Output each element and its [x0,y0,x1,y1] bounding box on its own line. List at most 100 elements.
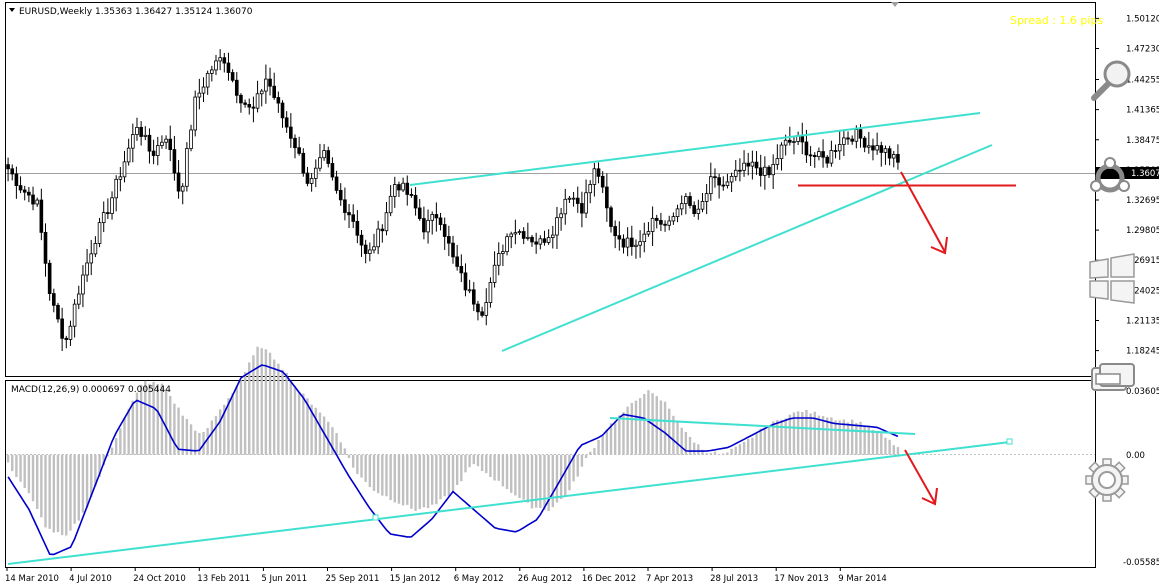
candle [846,131,850,145]
dropdown-triangle-icon[interactable] [9,8,15,12]
candle [172,135,177,181]
macd-bar [114,438,118,455]
macd-bar [164,390,168,455]
price-tick-label: 1.29805 [1126,226,1159,236]
macd-bar [493,454,496,481]
time-tick-label: 7 Apr 2013 [646,574,693,584]
candle [322,144,326,161]
macd-bar [692,442,696,455]
time-tick-label: 17 Nov 2013 [774,574,828,584]
candle [546,229,551,245]
macd-bar [834,420,837,455]
macd-bar [759,428,762,455]
candle [309,173,314,192]
candle [355,210,360,244]
candle [650,206,655,247]
candle [825,155,830,168]
macd-bar [235,386,238,455]
upper-trendline[interactable] [409,112,981,186]
trendline-anchor-right[interactable] [1006,438,1013,445]
candle [542,230,547,246]
macd-bar [285,372,288,455]
macd-bar [813,411,816,455]
candle [143,126,148,141]
macd-bar [618,415,621,455]
macd-bar [401,454,405,506]
macd-bar [360,454,363,478]
search-icon[interactable] [1091,60,1131,101]
trendline-anchor-left[interactable] [372,514,379,521]
candle [879,141,884,167]
macd-upper-trendline[interactable] [609,417,916,435]
macd-bar [393,454,396,503]
candle [571,192,576,207]
macd-bar [842,419,846,455]
down-arrow-macd[interactable] [904,449,936,504]
macd-bar [688,436,692,455]
candle [243,99,247,108]
candle [530,234,534,247]
candle [738,158,742,182]
candle [750,150,755,180]
down-arrow-main[interactable] [900,171,946,253]
macd-bar [821,416,825,455]
candle [675,204,680,223]
macd-bar [364,454,367,482]
macd-tick-top: 0.03605 [1126,387,1159,397]
macd-bar [356,454,359,475]
macd-bar [406,454,409,505]
crosshair-icon[interactable] [1090,157,1130,193]
candle [60,307,64,352]
macd-bar [480,454,484,472]
macd-bar [35,454,39,510]
macd-bar [609,423,613,455]
macd-bar [193,430,197,455]
macd-bar [418,454,421,509]
candle [496,242,501,276]
macd-bar [181,415,184,455]
macd-label: MACD(12,26,9) 0.000697 0.005444 [11,385,171,395]
candle [239,93,243,113]
folder-icon[interactable] [1091,363,1135,391]
macd-bar [771,421,775,455]
macd-bar [738,444,742,455]
macd-bar [580,454,584,467]
candle [484,288,489,326]
candle [351,204,356,228]
macd-bar [214,416,218,455]
macd-bar [668,408,671,455]
windows-icon[interactable] [1089,253,1135,304]
gear-icon[interactable] [1085,458,1129,502]
macd-bar [672,415,675,455]
candle [210,65,214,82]
candle [725,173,730,189]
macd-bar [555,454,559,503]
candle [488,277,493,308]
macd-bar [468,454,471,468]
candle [226,52,231,81]
candle [14,166,19,199]
candle [301,148,306,177]
macd-bar [443,454,446,497]
lower-trendline[interactable] [501,144,993,352]
scroll-marker[interactable] [891,2,899,7]
macd-lower-trendline[interactable] [7,441,1011,565]
candle [729,172,734,193]
candle [43,223,48,277]
candle [101,201,106,233]
macd-bar [277,363,280,455]
macd-bar [23,454,26,488]
candle [671,212,676,225]
candle [763,156,767,190]
macd-bar [90,454,93,497]
candle [422,206,426,240]
macd-bar [431,454,434,505]
candle [709,162,713,201]
macd-bar [709,453,713,455]
macd-bar [252,355,255,455]
candle [338,183,343,206]
macd-bar [776,420,779,455]
macd-bar [638,398,642,455]
time-tick-label: 28 Jul 2013 [710,574,758,584]
